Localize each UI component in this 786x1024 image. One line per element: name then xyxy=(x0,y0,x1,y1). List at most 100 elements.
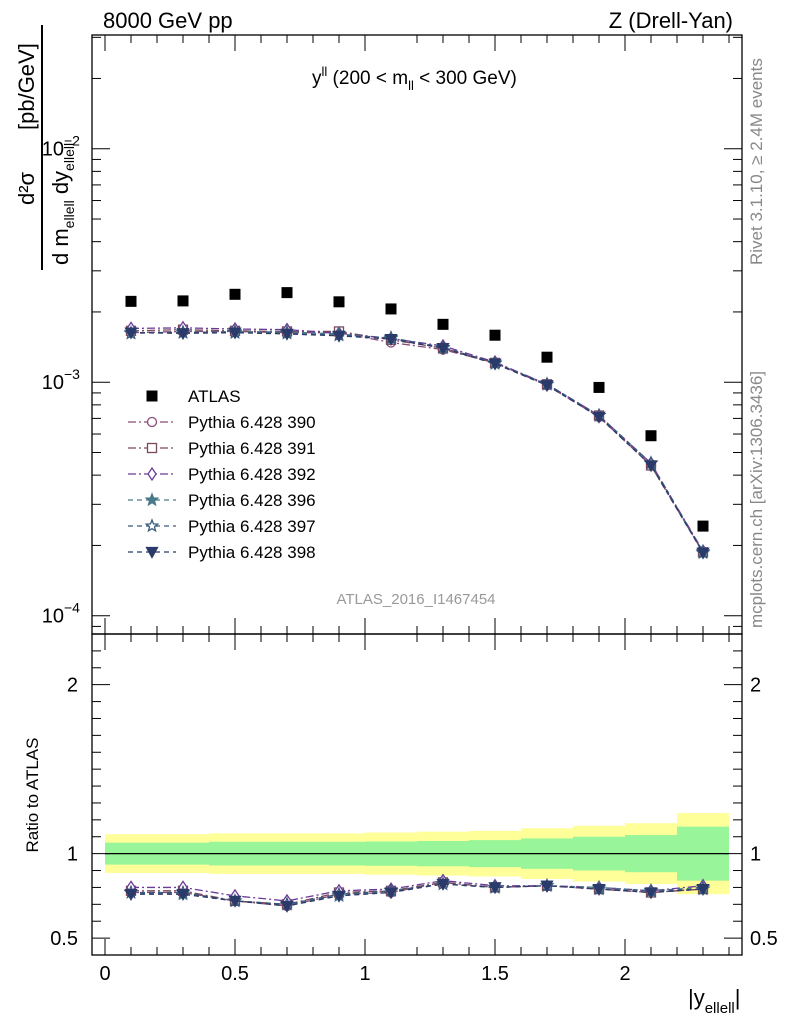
data-point xyxy=(385,303,397,315)
legend-label: Pythia 6.428 397 xyxy=(188,517,316,536)
y-tick-label: 10 xyxy=(42,139,64,161)
legend-entry: Pythia 6.428 398 xyxy=(128,543,316,562)
data-point xyxy=(384,333,398,346)
legend-marker xyxy=(147,466,157,482)
ratio-line xyxy=(131,881,704,907)
ratio-point xyxy=(644,887,658,900)
x-tick-label: 0 xyxy=(99,963,110,985)
data-point xyxy=(177,295,189,307)
x-tick-label: 2 xyxy=(619,963,630,985)
legend-marker xyxy=(146,416,158,428)
ratio-point xyxy=(280,900,294,913)
legend-marker xyxy=(146,442,158,454)
rivet-watermark: Rivet 3.1.10, ≥ 2.4M events xyxy=(747,58,766,265)
data-point xyxy=(332,330,346,343)
mcplots-watermark: mcplots.cern.ch [arXiv:1306.3436] xyxy=(747,371,766,628)
legend-label: Pythia 6.428 391 xyxy=(188,439,316,458)
data-point xyxy=(696,547,710,560)
data-point xyxy=(644,460,658,473)
ratio-point xyxy=(384,887,398,900)
data-point xyxy=(229,288,241,300)
main-series-layer xyxy=(123,287,711,560)
data-point xyxy=(541,351,553,363)
data-point xyxy=(281,287,293,299)
ratio-y-tick-label: 2 xyxy=(67,675,78,697)
ratio-point xyxy=(124,889,138,902)
data-point xyxy=(176,328,190,341)
data-point xyxy=(593,381,605,393)
legend-marker xyxy=(145,546,159,559)
ratio-line xyxy=(130,883,704,905)
x-tick-label: 0.5 xyxy=(221,963,249,985)
y-tick-exponent: −4 xyxy=(64,600,80,616)
ratio-line xyxy=(131,883,704,905)
header-right: Z (Drell-Yan) xyxy=(609,8,733,33)
header-left: 8000 GeV pp xyxy=(103,8,233,33)
ratio-point xyxy=(436,878,450,891)
main-ylabel: d²σ d mellell dyellell [pb/GeV] xyxy=(14,25,77,270)
legend-entry: Pythia 6.428 391 xyxy=(128,439,316,458)
legend-marker xyxy=(146,390,158,402)
y-tick-label: 10 xyxy=(42,606,64,628)
legend: ATLAS Pythia 6.428 390 Pythia 6.428 391 Pyt… xyxy=(128,387,316,562)
y-tick-exponent: −3 xyxy=(64,366,80,382)
ratio-uncertainty-bands xyxy=(105,813,729,895)
data-point xyxy=(489,329,501,341)
series-6 xyxy=(124,327,710,560)
data-point xyxy=(645,430,657,442)
ratio-y-tick-label: 1 xyxy=(67,844,78,866)
ratio-y-tick-label-right: 1 xyxy=(750,844,761,866)
legend-label: Pythia 6.428 396 xyxy=(188,491,316,510)
data-point xyxy=(488,358,502,371)
ratio-series-layer xyxy=(123,873,711,913)
ratio-line xyxy=(131,880,704,902)
ratio-y-tick-label-right: 0.5 xyxy=(750,928,778,950)
data-point xyxy=(592,411,606,424)
ratio-point xyxy=(228,895,242,908)
x-tick-label: 1 xyxy=(359,963,370,985)
xlabel: |yellell| xyxy=(688,985,740,1017)
legend-label: Pythia 6.428 390 xyxy=(188,413,316,432)
data-point xyxy=(124,327,138,340)
series-line xyxy=(130,331,704,554)
ratio-line xyxy=(131,883,704,907)
ylabel-numerator: d²σ xyxy=(14,171,39,205)
ratio-point xyxy=(540,880,554,893)
legend-label: ATLAS xyxy=(188,387,241,406)
ratio-point xyxy=(592,883,606,896)
data-point xyxy=(280,328,294,341)
series-0 xyxy=(125,287,709,532)
ratio-series-4 xyxy=(123,876,711,911)
ratio-series-0 xyxy=(125,877,709,912)
ratio-point xyxy=(176,889,190,902)
legend-label: Pythia 6.428 392 xyxy=(188,465,316,484)
ratio-ylabel: Ratio to ATLAS xyxy=(23,738,42,853)
ratio-y-tick-label: 0.5 xyxy=(50,928,78,950)
data-point xyxy=(540,380,554,393)
x-tick-label: 1.5 xyxy=(481,963,509,985)
data-point xyxy=(436,342,450,355)
axes-layer: 0 0.5 1 1.5 210−410−310 −20.5 0.51 12 2 xyxy=(42,34,778,985)
legend-marker xyxy=(144,492,160,507)
ratio-point xyxy=(488,882,502,895)
data-point xyxy=(697,520,709,532)
ratio-frame xyxy=(91,633,743,956)
legend-entry: Pythia 6.428 396 xyxy=(128,491,316,510)
data-point xyxy=(437,318,449,330)
data-point xyxy=(333,296,345,308)
analysis-label: ATLAS_2016_I1467454 xyxy=(336,591,495,608)
ratio-series-5 xyxy=(124,878,710,913)
ratio-point xyxy=(696,883,710,896)
data-point xyxy=(125,295,137,307)
ratio-y-tick-label-right: 2 xyxy=(750,675,761,697)
y-tick-exponent: −2 xyxy=(64,133,80,149)
ratio-point xyxy=(332,890,346,903)
data-point xyxy=(228,327,242,340)
legend-entry: Pythia 6.428 397 xyxy=(128,517,316,536)
y-tick-label: 10 xyxy=(42,372,64,394)
ratio-series-1 xyxy=(125,877,709,910)
ratio-series-3 xyxy=(123,876,711,911)
legend-marker xyxy=(144,518,160,533)
legend-label: Pythia 6.428 398 xyxy=(188,543,316,562)
